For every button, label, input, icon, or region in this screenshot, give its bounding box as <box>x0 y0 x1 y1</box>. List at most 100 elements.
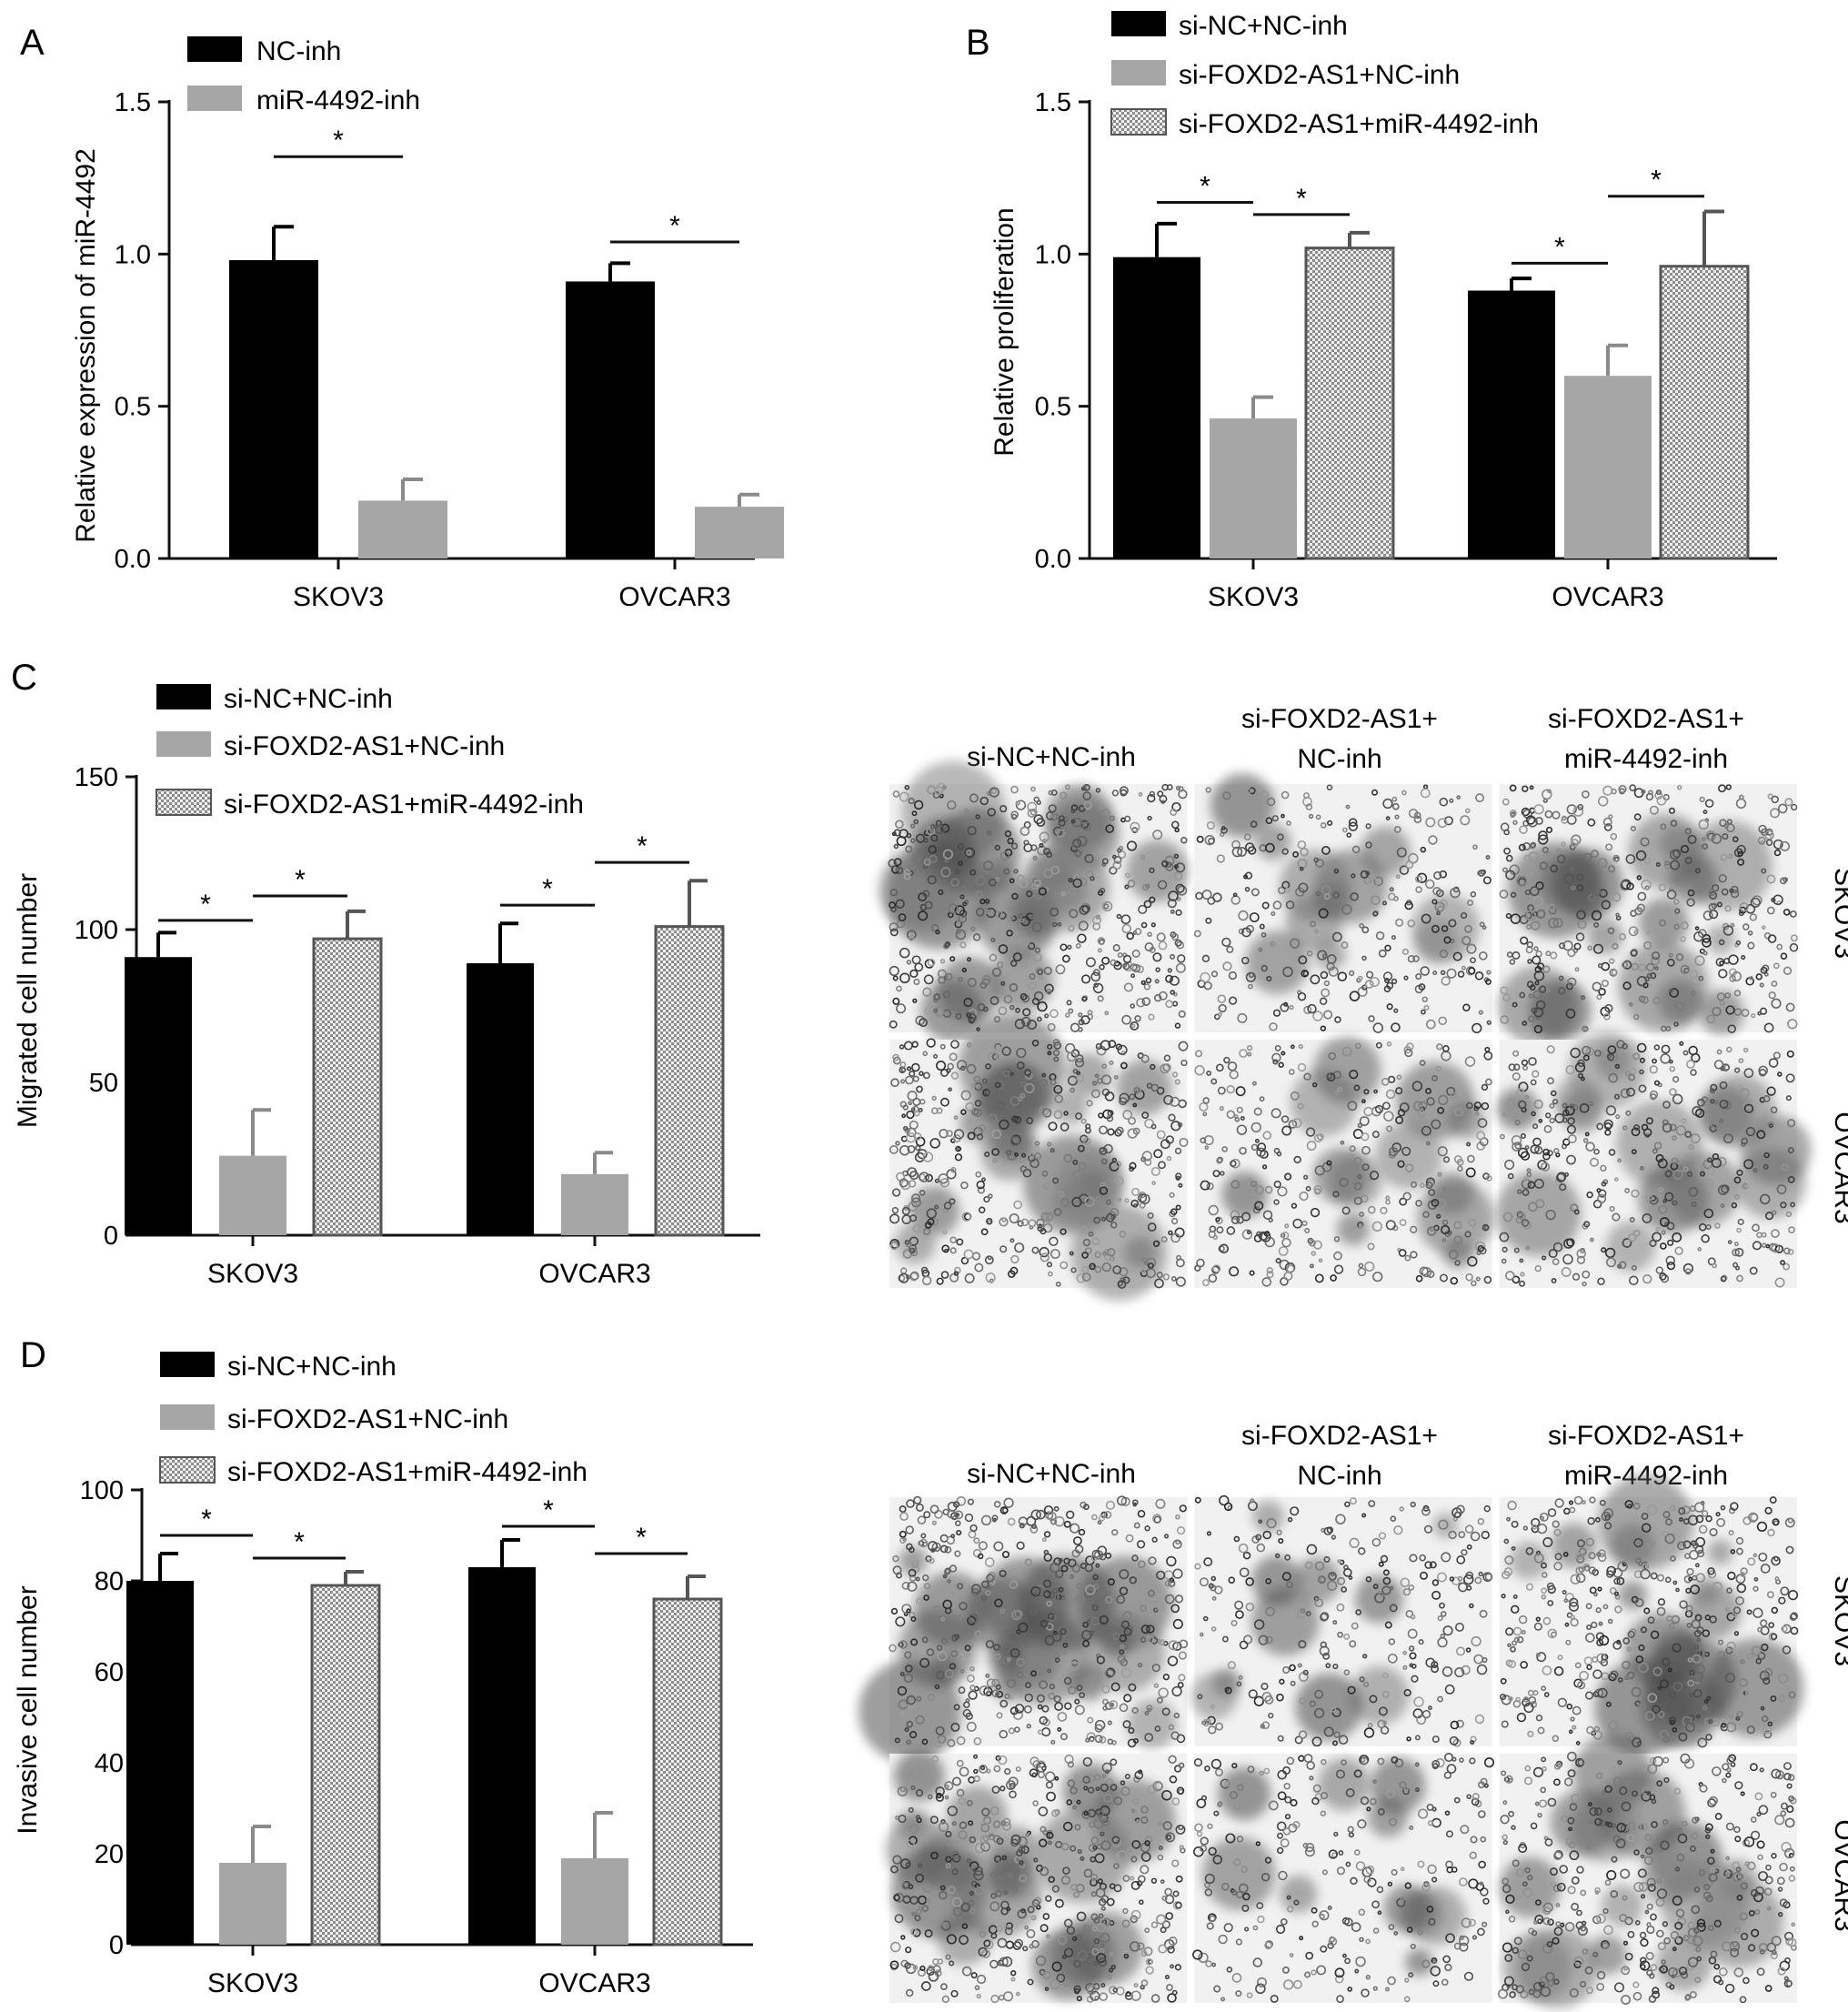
cell <box>1439 797 1449 807</box>
cell-cluster <box>1605 1221 1656 1273</box>
cell <box>1297 1062 1307 1072</box>
cell <box>1778 1596 1786 1605</box>
cell <box>1330 1274 1337 1282</box>
cell <box>1531 920 1541 931</box>
cell <box>1776 943 1783 951</box>
cell <box>1367 1205 1376 1214</box>
cell <box>1466 1102 1473 1110</box>
micrograph-image <box>1496 1031 1812 1288</box>
cell <box>950 1071 959 1080</box>
cell <box>988 1051 999 1062</box>
cell <box>1617 1158 1622 1163</box>
cell <box>1014 1726 1020 1733</box>
cell <box>1597 1277 1605 1286</box>
cell <box>1505 1627 1514 1636</box>
cell <box>1238 910 1249 921</box>
cell <box>1541 1162 1551 1172</box>
cell <box>1399 865 1410 875</box>
cell <box>1687 1514 1699 1526</box>
cell <box>1622 960 1632 970</box>
cell <box>915 1789 924 1797</box>
cell <box>1566 1238 1575 1247</box>
cell <box>1314 1561 1325 1571</box>
cell <box>1581 903 1589 911</box>
cell <box>1771 1229 1780 1238</box>
cell <box>1245 1602 1255 1612</box>
cell <box>1170 953 1176 960</box>
cell <box>1629 784 1637 791</box>
cell <box>1378 1706 1388 1716</box>
cell <box>1098 1957 1108 1967</box>
cell <box>924 900 933 910</box>
cell <box>1542 965 1551 973</box>
cell <box>1780 1260 1786 1266</box>
cell <box>1783 966 1793 975</box>
cell <box>1075 1112 1083 1121</box>
cell <box>913 1132 922 1141</box>
cell <box>1662 1199 1667 1203</box>
cell <box>1351 873 1356 879</box>
cell <box>1757 1011 1763 1016</box>
cell <box>955 1145 961 1152</box>
cell <box>906 1720 914 1728</box>
cell <box>973 1870 984 1881</box>
cell <box>1260 790 1270 799</box>
cell <box>1085 870 1094 879</box>
cell <box>1044 1771 1056 1782</box>
cell <box>1106 1897 1115 1906</box>
cell <box>1737 850 1743 857</box>
cell <box>1067 944 1072 950</box>
cell <box>1424 1561 1433 1569</box>
cell <box>963 1701 970 1709</box>
micrograph-row-label: OVCAR3 <box>1829 1819 1848 1931</box>
cell <box>1713 1060 1724 1070</box>
cell <box>1173 864 1179 870</box>
cell <box>1675 952 1684 961</box>
cell <box>1236 1681 1242 1687</box>
cell <box>1226 1226 1236 1235</box>
cell <box>1679 1542 1683 1547</box>
cell-cluster <box>1598 1474 1694 1571</box>
cell <box>1072 1159 1079 1165</box>
cell <box>1729 888 1734 893</box>
cell <box>1093 1818 1104 1829</box>
cell <box>1733 990 1742 997</box>
cell <box>1035 1509 1046 1520</box>
micrograph-column-label: si-FOXD2-AS1+ <box>1548 704 1744 734</box>
cell <box>1536 1652 1547 1663</box>
cell <box>1409 1554 1418 1563</box>
cell <box>1049 1684 1055 1690</box>
cell <box>991 1514 999 1522</box>
cell <box>1053 1208 1062 1216</box>
cell <box>1467 1154 1475 1163</box>
cell <box>1539 861 1548 870</box>
cell <box>1060 891 1066 897</box>
cell <box>1758 824 1767 834</box>
cell <box>1178 1041 1189 1051</box>
cell <box>1586 1624 1592 1630</box>
cell <box>1391 796 1398 802</box>
cell <box>931 1095 937 1102</box>
cell <box>1538 830 1548 840</box>
cell <box>1314 1273 1324 1283</box>
cell <box>999 1699 1009 1708</box>
cell <box>1317 1575 1326 1584</box>
cell <box>1274 1044 1281 1051</box>
cell <box>1038 974 1044 981</box>
panel-label-c: C <box>11 658 37 698</box>
cell <box>1516 1635 1524 1644</box>
cell <box>1048 790 1054 796</box>
cell <box>1124 872 1130 879</box>
cell <box>1179 1845 1184 1850</box>
cell <box>1503 1538 1510 1544</box>
cell <box>1284 1554 1291 1561</box>
cell <box>1520 936 1529 945</box>
cell <box>1033 1145 1040 1152</box>
cell <box>1001 1046 1011 1056</box>
cell <box>1766 1591 1774 1599</box>
cell <box>1773 849 1782 857</box>
cell <box>1130 1808 1136 1814</box>
cell <box>1161 783 1169 791</box>
cell <box>1001 1550 1010 1558</box>
cell <box>1413 815 1422 824</box>
